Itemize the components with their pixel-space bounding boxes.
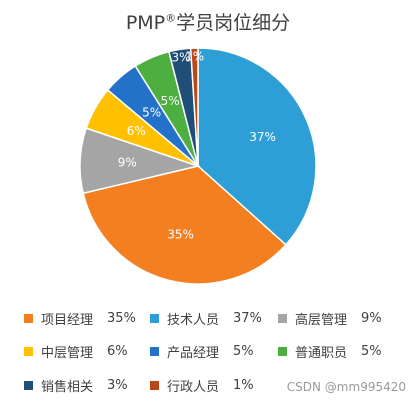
slice-data-label: 5%: [142, 106, 161, 120]
chart-title: PMP®学员岗位细分: [0, 8, 416, 35]
slice-data-label: 35%: [167, 228, 194, 242]
watermark: CSDN @mm995420: [286, 380, 406, 394]
chart-title-main: PMP: [125, 12, 166, 34]
pie-slice-1: [82, 165, 287, 285]
pie-slice-7: [189, 47, 199, 167]
slice-data-label: 1%: [185, 49, 204, 63]
chart-title-suffix: 学员岗位细分: [176, 12, 291, 34]
pie-slice-0: [197, 47, 317, 246]
registered-mark: ®: [165, 11, 177, 25]
slice-data-label: 9%: [118, 156, 137, 170]
slice-data-label: 6%: [127, 124, 146, 138]
slice-data-label: 5%: [161, 94, 180, 108]
slice-data-label: 37%: [249, 130, 276, 144]
slice-data-label: 3%: [171, 51, 190, 65]
